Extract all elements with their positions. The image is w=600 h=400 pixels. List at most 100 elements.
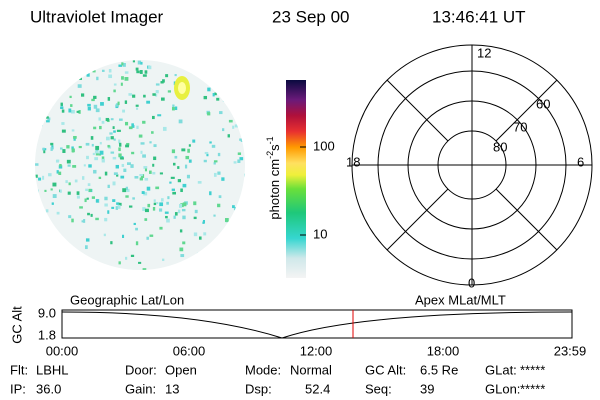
speckle [140, 150, 143, 154]
speckle [222, 86, 227, 91]
alt-left-title: Geographic Lat/Lon [70, 292, 184, 307]
speckle [76, 110, 80, 113]
speckle [153, 156, 157, 161]
speckle [95, 199, 99, 203]
speckle [219, 89, 224, 94]
speckle [85, 142, 90, 146]
speckle [71, 148, 75, 153]
field-label: Flt: [10, 362, 28, 377]
speckle [43, 150, 46, 154]
speckle [144, 177, 149, 181]
speckle [37, 68, 42, 71]
speckle [193, 232, 198, 237]
speckle [38, 86, 43, 89]
speckle [143, 166, 148, 169]
speckle [125, 256, 128, 260]
mlt-label: 12 [477, 45, 491, 60]
speckle [142, 120, 146, 124]
speckle [87, 183, 91, 187]
speckle [85, 238, 90, 242]
speckle [167, 196, 170, 200]
speckle [138, 134, 143, 138]
speckle [75, 61, 78, 66]
colorbar-tick-label: 100 [313, 138, 335, 153]
speckle [222, 98, 226, 102]
speckle [87, 103, 91, 107]
speckle [172, 104, 175, 108]
speckle [82, 176, 85, 180]
speckle [113, 130, 116, 133]
speckle [151, 115, 155, 120]
speckle [179, 247, 184, 252]
speckle [113, 89, 116, 93]
speckle [61, 109, 65, 113]
speckle [117, 204, 121, 209]
speckle [91, 143, 94, 147]
speckle [155, 83, 160, 86]
speckle [60, 102, 63, 106]
speckle [178, 203, 183, 208]
speckle [144, 70, 148, 74]
mlt-label: 18 [346, 154, 360, 169]
speckle [174, 106, 178, 111]
speckle [105, 117, 110, 122]
speckle [166, 218, 170, 223]
speckle [154, 93, 158, 97]
speckle [118, 64, 123, 67]
speckle [115, 164, 120, 169]
speckle [53, 82, 57, 87]
speckle [132, 94, 136, 98]
speckle [63, 84, 66, 88]
field-value: 36.0 [36, 381, 61, 396]
speckle [193, 216, 197, 220]
speckle [79, 76, 82, 80]
speckle [164, 211, 169, 214]
speckle [90, 213, 93, 217]
speckle [128, 126, 133, 130]
speckle [95, 145, 100, 150]
speckle [87, 212, 90, 216]
lat-label: 70 [513, 119, 527, 134]
speckle [73, 136, 76, 141]
speckle [153, 202, 157, 206]
speckle [155, 186, 160, 190]
speckle [243, 67, 245, 72]
speckle [112, 181, 116, 186]
speckle [128, 205, 133, 208]
lat-label: 80 [493, 139, 507, 154]
speckle [235, 75, 238, 80]
speckle [110, 241, 113, 245]
speckle [50, 147, 53, 151]
speckle [212, 92, 215, 97]
field-label: IP: [10, 381, 26, 396]
speckle [203, 232, 207, 236]
field-label: Dsp: [245, 381, 272, 396]
speckle [135, 67, 139, 71]
speckle [95, 108, 100, 113]
speckle [192, 139, 196, 143]
speckle [101, 156, 105, 161]
speckle [88, 188, 92, 192]
speckle [198, 236, 202, 240]
speckle [159, 202, 164, 207]
speckle [214, 92, 217, 96]
speckle [122, 62, 126, 67]
date: 23 Sep 00 [272, 7, 350, 26]
field-value: 52.4 [305, 381, 330, 396]
speckle [118, 153, 122, 158]
speckle [191, 71, 194, 74]
speckle [166, 201, 169, 205]
speckle [170, 176, 175, 179]
speckle [222, 128, 225, 132]
speckle [44, 221, 48, 226]
speckle [142, 207, 146, 212]
speckle [157, 114, 162, 117]
speckle [46, 120, 50, 123]
polar-grid [351, 44, 593, 286]
exp: -2 [265, 151, 275, 159]
speckle [76, 195, 80, 199]
field-value: ***** [520, 362, 545, 377]
speckle [120, 175, 125, 179]
speckle [45, 116, 49, 119]
speckle [177, 166, 180, 169]
